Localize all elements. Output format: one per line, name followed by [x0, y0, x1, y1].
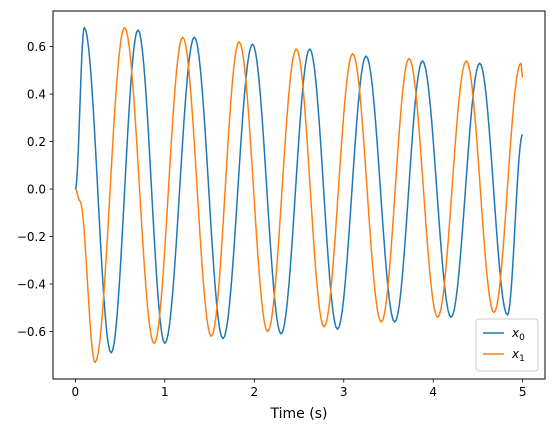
- series-line-x0: [74, 26, 524, 354]
- plot-frame: [52, 10, 546, 380]
- y-tick-label: 0.2: [27, 135, 46, 149]
- y-tick-label: 0.6: [27, 40, 46, 54]
- y-tick-label: −0.2: [17, 230, 46, 244]
- x-axis-label: Time (s): [270, 406, 328, 422]
- plot-lines: [74, 26, 524, 364]
- x-tick-label: 5: [519, 385, 527, 399]
- y-tick-label: −0.4: [17, 277, 46, 291]
- x-tick-label: 2: [250, 385, 258, 399]
- x-tick-label: 4: [429, 385, 437, 399]
- legend-label-x1: x1: [511, 347, 525, 364]
- x-tick-label: 1: [161, 385, 169, 399]
- x-tick-label: 3: [340, 385, 348, 399]
- y-tick-label: 0.0: [27, 182, 46, 196]
- y-tick-label: −0.6: [17, 325, 46, 339]
- legend-box: [475, 318, 539, 372]
- legend-label-x0: x0: [511, 326, 525, 343]
- series-line-x1: [74, 26, 524, 364]
- axis-ticks: 0 1 2 3 4 5 −0.6 −0.4 −0.2 0.0 0.2 0.4 0.6: [17, 40, 527, 399]
- y-tick-label: 0.4: [27, 87, 46, 101]
- x-tick-label: 0: [72, 385, 80, 399]
